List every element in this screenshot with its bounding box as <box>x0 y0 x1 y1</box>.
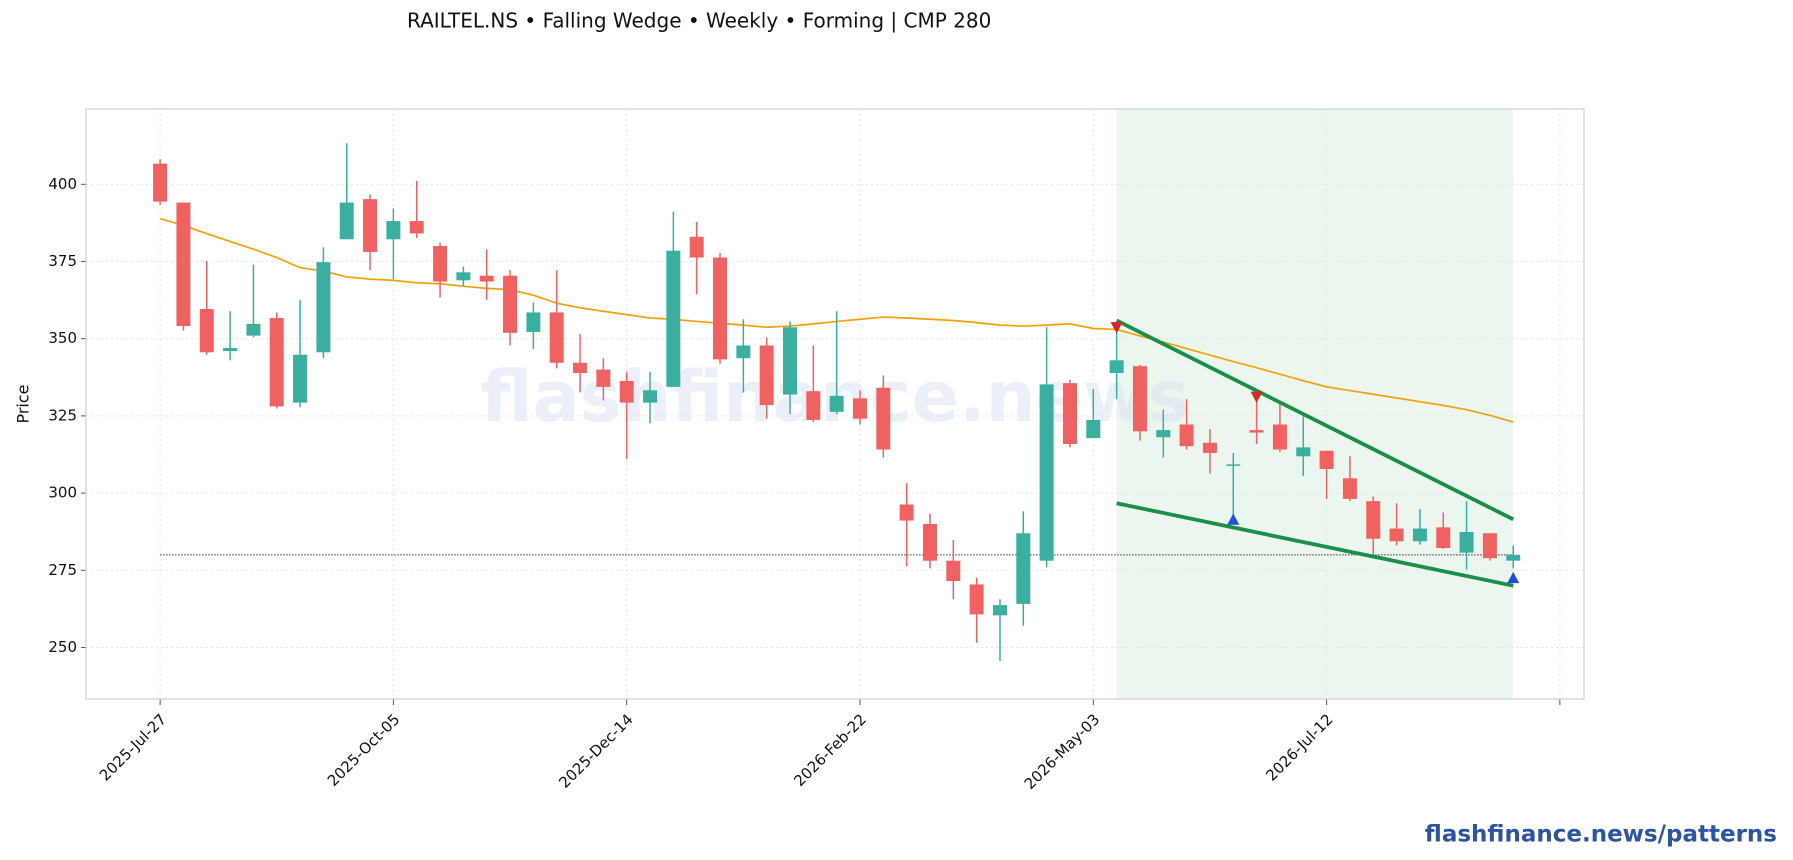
candle-body <box>736 345 751 359</box>
candle-body <box>1389 528 1404 542</box>
candle-body <box>479 275 494 282</box>
candle-body <box>526 312 541 332</box>
candle-body <box>1226 464 1241 466</box>
candle-body <box>1319 450 1334 469</box>
candle-body <box>1062 383 1077 444</box>
candle-body <box>1202 442 1217 453</box>
candle-body <box>992 605 1007 616</box>
x-tick-label: 2026-May-03 <box>1021 710 1104 793</box>
y-tick-label: 300 <box>48 484 77 502</box>
x-tick-label: 2026-Feb-22 <box>790 710 870 790</box>
candle-body <box>1249 430 1264 433</box>
candle-body <box>899 504 914 521</box>
x-tick-label: 2025-Jul-27 <box>96 710 170 784</box>
y-tick-label: 275 <box>48 561 77 579</box>
candle-body <box>783 327 798 395</box>
wedge-lower <box>1116 501 1514 588</box>
candle-body <box>1086 419 1101 439</box>
y-tick-label: 400 <box>48 175 77 193</box>
plot-frame <box>85 108 1585 700</box>
candle-body <box>689 236 704 258</box>
chart-title: RAILTEL.NS • Falling Wedge • Weekly • Fo… <box>407 9 991 33</box>
candle-body <box>223 347 238 352</box>
pivot-low <box>1507 571 1520 584</box>
pivot-high <box>1250 391 1263 403</box>
candle-body <box>1179 424 1194 447</box>
x-tick-label: 2026-Jul-12 <box>1262 710 1336 784</box>
y-tick-label: 350 <box>48 329 77 347</box>
candle-body <box>1482 533 1497 559</box>
candle-body <box>1412 528 1427 542</box>
candle-body <box>946 560 961 582</box>
candle-body <box>922 523 937 561</box>
candle-body <box>713 257 728 360</box>
candle-body <box>1109 360 1124 373</box>
candle-body <box>619 380 634 403</box>
candle-body <box>386 221 401 240</box>
candle-body <box>1506 554 1521 561</box>
x-tick-label: 2025-Dec-14 <box>555 710 636 791</box>
candle-body <box>573 362 588 373</box>
pivot-low <box>1227 513 1240 525</box>
y-tick-label: 250 <box>48 638 77 656</box>
candle-body <box>1459 531 1474 553</box>
candle-body <box>339 202 354 240</box>
candle-body <box>643 390 658 403</box>
candle-body <box>1039 384 1054 561</box>
candle-body <box>153 163 168 202</box>
x-tick-label: 2025-Oct-05 <box>324 710 404 790</box>
candle-body <box>1132 366 1147 432</box>
candle-body <box>549 312 564 363</box>
candle-body <box>829 395 844 412</box>
candle-body <box>316 262 331 353</box>
candle-body <box>363 199 378 252</box>
candle-body <box>806 391 821 420</box>
candle-body <box>269 318 284 407</box>
candle-body <box>1366 501 1381 539</box>
candle-body <box>853 398 867 419</box>
candle-body <box>1156 430 1171 438</box>
y-tick-label: 325 <box>48 406 77 424</box>
candle-body <box>293 354 308 403</box>
candle-body <box>1436 527 1451 549</box>
candle-body <box>409 221 424 234</box>
footer: flashfinance.news/patterns <box>1425 822 1777 848</box>
candle-body <box>1342 478 1357 499</box>
candle-body <box>969 584 984 615</box>
wedge-upper <box>1115 318 1515 522</box>
candle-body <box>759 345 774 406</box>
pivot-high <box>1110 322 1123 334</box>
candle-body <box>199 309 214 353</box>
candle-body <box>596 369 611 387</box>
candle-body <box>1272 424 1287 450</box>
candle-body <box>666 250 681 387</box>
y-axis-label: Price <box>14 384 33 423</box>
pattern-zone <box>1116 109 1514 699</box>
candle-body <box>246 323 261 336</box>
candle-body <box>456 272 471 281</box>
y-tick-label: 375 <box>48 252 77 270</box>
candle-body <box>876 387 891 450</box>
candle-body <box>176 202 191 327</box>
candle-body <box>503 275 518 333</box>
candle-body <box>1016 533 1031 604</box>
candle-body <box>433 246 448 282</box>
candle-body <box>1296 447 1311 457</box>
